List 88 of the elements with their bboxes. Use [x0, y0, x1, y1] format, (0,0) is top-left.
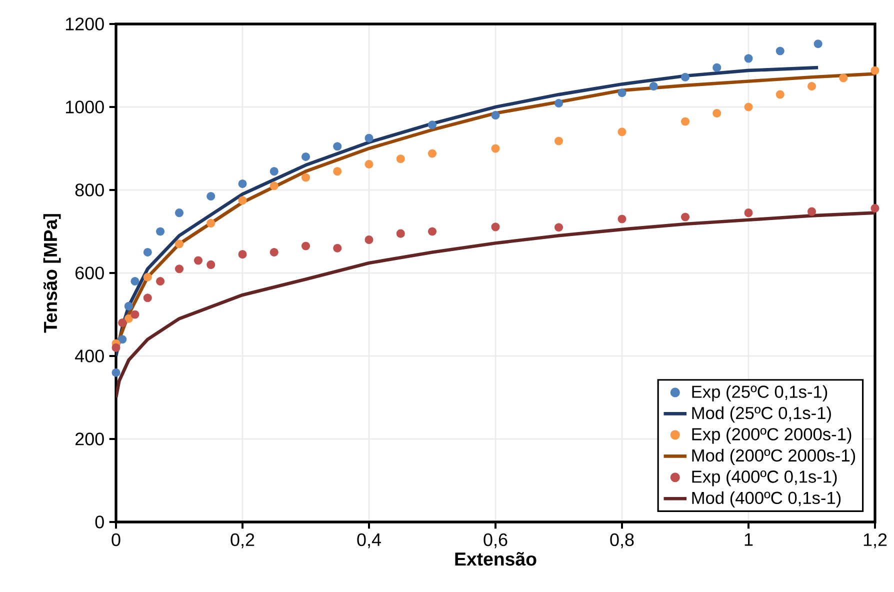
point — [618, 88, 626, 98]
point — [428, 227, 437, 236]
point — [156, 227, 165, 236]
point — [206, 192, 216, 200]
x-axis-title: Extensão — [455, 552, 536, 566]
legend-label: Mod (400ºC 0,1s-1) — [692, 491, 841, 508]
point — [807, 207, 816, 216]
point — [238, 179, 247, 188]
point — [491, 222, 500, 232]
legend-label: Mod (200ºC 2000s-1) — [692, 448, 856, 466]
point — [118, 318, 127, 328]
point — [744, 208, 753, 218]
point — [396, 154, 405, 164]
point — [364, 160, 374, 169]
point — [333, 244, 342, 252]
point — [680, 72, 690, 82]
point — [112, 368, 120, 377]
legend-label: Exp (25ºC 0,1s-1) — [692, 385, 828, 402]
point — [143, 272, 152, 282]
point — [238, 250, 247, 259]
point — [870, 66, 880, 75]
legend-label: Exp (400ºC 0,1s-1) — [692, 470, 837, 486]
point — [618, 128, 626, 136]
point — [680, 212, 690, 222]
point — [554, 98, 564, 108]
legend-label: Mod (25ºC 0,1s-1) — [692, 406, 831, 423]
point — [839, 74, 848, 82]
point — [174, 208, 184, 218]
point — [238, 196, 247, 205]
point — [554, 136, 564, 146]
point — [618, 214, 626, 224]
point — [333, 167, 342, 176]
x-tick-label: 1,2 — [864, 533, 887, 548]
point — [143, 248, 152, 257]
point — [130, 310, 140, 319]
point — [206, 218, 216, 228]
point — [554, 223, 564, 232]
point — [112, 343, 120, 352]
y-tick-label: 800 — [75, 184, 104, 196]
point — [301, 173, 310, 182]
point — [130, 277, 140, 286]
point — [649, 82, 658, 91]
point — [744, 54, 753, 63]
point — [124, 314, 133, 323]
legend-label: Exp (200ºC 2000s-1) — [692, 428, 852, 444]
y-tick-label: 400 — [75, 350, 104, 362]
point — [776, 46, 784, 56]
x-tick-label: 0,8 — [610, 533, 634, 548]
point — [194, 256, 202, 265]
point — [333, 142, 342, 151]
y-tick-label: 600 — [76, 266, 104, 280]
y-tick-label: 1000 — [66, 100, 104, 114]
point — [118, 335, 127, 344]
x-tick-label: 0 — [112, 533, 120, 546]
point — [491, 144, 500, 153]
point — [174, 264, 184, 274]
y-tick-label: 1200 — [66, 18, 104, 30]
point — [143, 294, 152, 302]
point — [156, 277, 165, 286]
point — [396, 229, 405, 238]
point — [807, 82, 816, 91]
point — [270, 182, 278, 190]
x-tick-label: 0,6 — [484, 533, 508, 548]
point — [124, 302, 133, 310]
point — [364, 134, 374, 142]
point — [174, 240, 184, 248]
point — [428, 120, 437, 130]
point — [270, 248, 278, 257]
point — [428, 149, 437, 158]
point — [870, 204, 880, 213]
point — [814, 40, 822, 48]
point — [301, 152, 310, 162]
x-tick-label: 1 — [744, 533, 753, 546]
y-tick-label: 200 — [75, 432, 104, 446]
x-tick-label: 0,2 — [230, 533, 254, 548]
point — [301, 242, 310, 250]
point — [744, 102, 753, 112]
point — [364, 236, 374, 244]
y-tick-label: 0 — [95, 516, 104, 528]
point — [206, 260, 216, 269]
point — [270, 167, 278, 176]
point — [491, 111, 500, 120]
y-axis-title: Tensão [MPa] — [43, 214, 61, 333]
x-tick-label: 0,4 — [357, 533, 381, 548]
point — [776, 90, 784, 99]
point — [712, 63, 722, 72]
point — [712, 108, 722, 118]
point — [680, 117, 690, 126]
